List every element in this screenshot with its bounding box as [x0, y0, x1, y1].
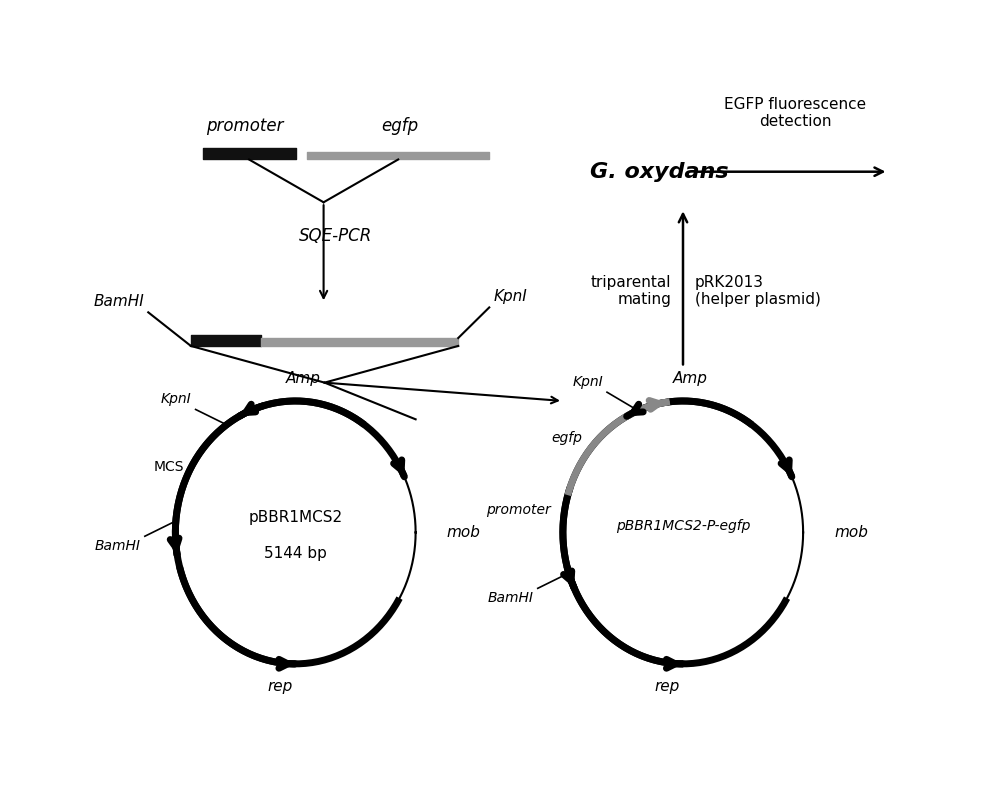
- Text: MCS: MCS: [153, 460, 184, 474]
- Text: Amp: Amp: [286, 371, 321, 386]
- Text: KpnI: KpnI: [161, 392, 192, 407]
- Text: egfp: egfp: [551, 431, 582, 445]
- Text: pBBR1MCS2-P-egfp: pBBR1MCS2-P-egfp: [616, 519, 750, 534]
- Text: BamHI: BamHI: [488, 592, 534, 605]
- Text: EGFP fluorescence
detection: EGFP fluorescence detection: [724, 97, 866, 129]
- Text: promoter: promoter: [486, 503, 551, 517]
- Text: rep: rep: [655, 679, 680, 694]
- Text: mob: mob: [447, 525, 480, 540]
- Text: BamHI: BamHI: [94, 295, 144, 310]
- Text: egfp: egfp: [382, 117, 419, 135]
- Text: pBBR1MCS2: pBBR1MCS2: [248, 510, 343, 525]
- Text: triparental
mating: triparental mating: [591, 275, 671, 307]
- Text: promoter: promoter: [206, 117, 284, 135]
- Text: G. oxydans: G. oxydans: [590, 162, 729, 182]
- Text: KpnI: KpnI: [493, 289, 527, 304]
- Text: rep: rep: [267, 679, 293, 694]
- Text: Amp: Amp: [673, 371, 708, 386]
- Text: pRK2013
(helper plasmid): pRK2013 (helper plasmid): [695, 275, 820, 307]
- Text: 5144 bp: 5144 bp: [264, 546, 327, 561]
- Text: BamHI: BamHI: [95, 539, 141, 553]
- Text: SQE-PCR: SQE-PCR: [299, 227, 373, 245]
- Text: mob: mob: [834, 525, 868, 540]
- Text: KpnI: KpnI: [572, 375, 603, 389]
